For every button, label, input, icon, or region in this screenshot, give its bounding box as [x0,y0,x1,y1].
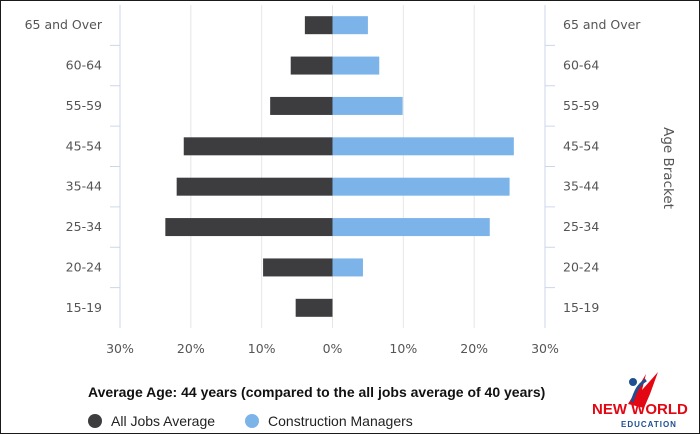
right-category-label-2: 55-59 [563,98,599,113]
left-category-label-6: 20-24 [66,259,102,274]
left-category-label-4: 35-44 [66,179,102,194]
bar-construction-managers-3[interactable] [332,137,514,156]
right-category-label-7: 15-19 [563,300,599,315]
average-age-note: Average Age: 44 years (compared to the a… [88,384,546,400]
bar-construction-managers-4[interactable] [332,177,510,196]
bar-construction-managers-5[interactable] [332,218,490,237]
legend-label-construction-managers: Construction Managers [268,413,413,429]
left-category-label-7: 15-19 [66,300,102,315]
legend-item-construction-managers[interactable]: Construction Managers [245,413,413,429]
legend-item-all-jobs[interactable]: All Jobs Average [88,413,215,429]
new-world-education-logo: NEW WORLD EDUCATION [592,372,688,429]
bar-construction-managers-6[interactable] [332,258,363,277]
left-category-label-0: 65 and Over [25,17,103,32]
right-category-label-5: 25-34 [563,219,599,234]
bar-construction-managers-0[interactable] [332,16,368,35]
logo-text-new-world: NEW WORLD [592,401,688,418]
logo-star-shape [628,372,658,408]
legend-swatch-all-jobs [88,414,102,428]
legend: All Jobs Average Construction Managers [88,413,443,429]
x-tick-label-6: 30% [531,341,559,356]
x-tick-label-1: 20% [177,341,205,356]
x-tick-label-4: 10% [389,341,417,356]
logo-figure-head [629,378,637,386]
right-category-label-0: 65 and Over [563,17,641,32]
x-tick-label-2: 10% [248,341,276,356]
bar-all-jobs-2[interactable] [270,96,333,115]
legend-label-all-jobs: All Jobs Average [111,413,216,429]
logo-figure-stroke [630,378,647,403]
right-category-label-6: 20-24 [563,259,599,274]
bar-all-jobs-7[interactable] [295,298,333,317]
logo-text-education: EDUCATION [621,420,677,429]
left-category-label-2: 55-59 [66,98,102,113]
x-tick-label-5: 20% [460,341,488,356]
bar-all-jobs-3[interactable] [183,137,333,156]
x-tick-label-3: 0% [323,341,343,356]
right-category-label-1: 60-64 [563,58,599,73]
right-category-label-3: 45-54 [563,138,599,153]
bar-all-jobs-5[interactable] [165,218,333,237]
bar-all-jobs-1[interactable] [290,56,333,75]
left-category-label-1: 60-64 [66,58,102,73]
left-category-label-3: 45-54 [66,138,102,153]
left-category-label-5: 25-34 [66,219,102,234]
bar-construction-managers-2[interactable] [332,96,403,115]
bar-construction-managers-1[interactable] [332,56,380,75]
x-tick-label-0: 30% [106,341,134,356]
bar-all-jobs-0[interactable] [304,16,333,35]
right-axis-title: Age Bracket [660,127,676,209]
legend-swatch-construction-managers [245,414,260,428]
age-bracket-chart: 65 and Over 65 and Over 60-64 60-64 55-59 55-… [25,5,676,356]
bar-all-jobs-4[interactable] [176,177,333,196]
right-category-label-4: 35-44 [563,179,599,194]
bar-all-jobs-6[interactable] [263,258,333,277]
